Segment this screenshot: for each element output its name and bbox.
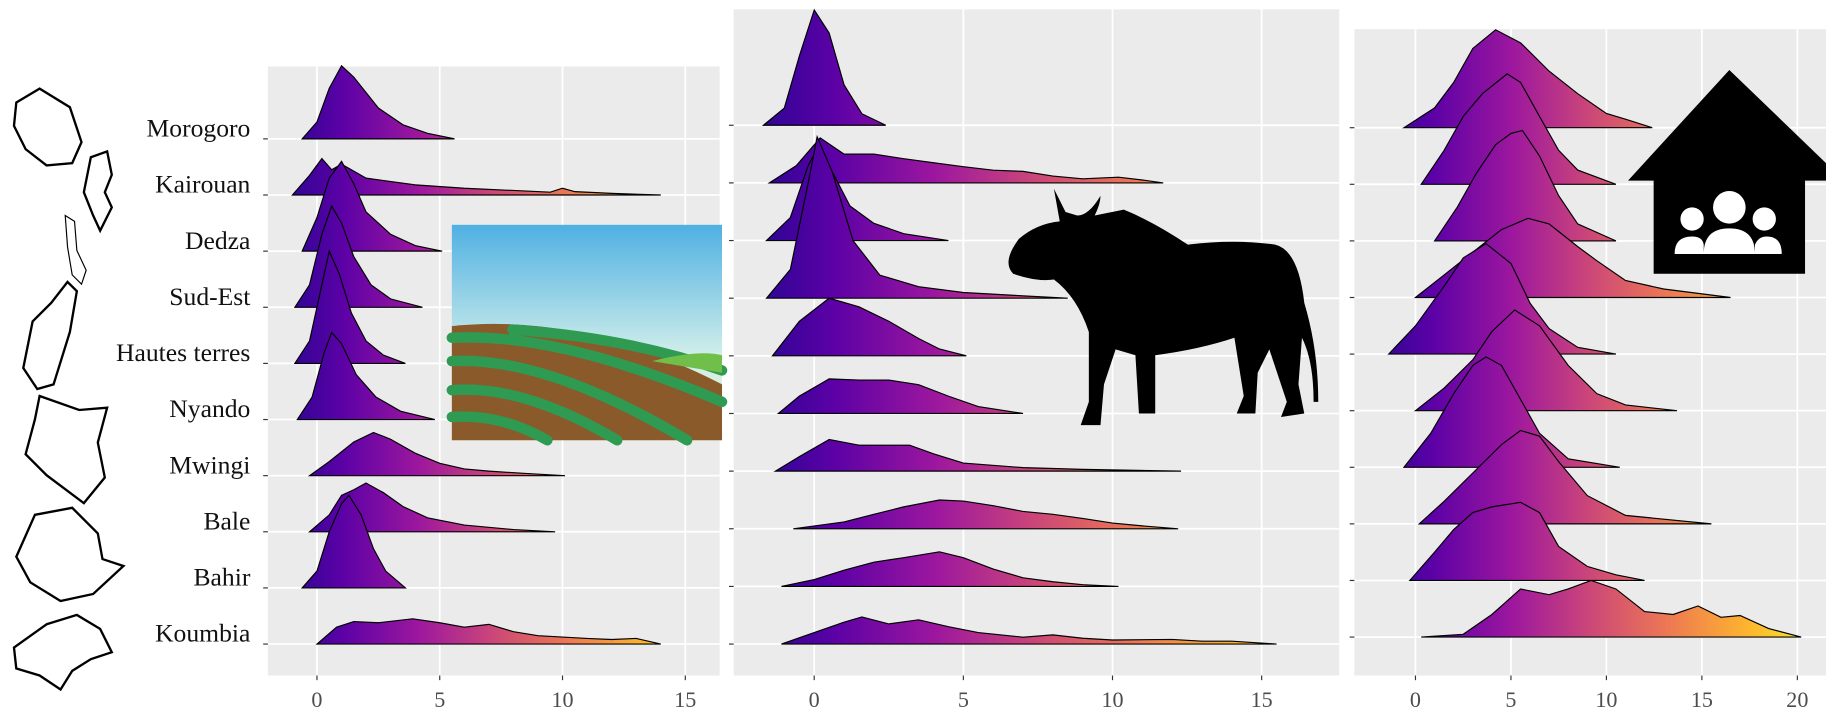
map-madagascar bbox=[23, 282, 77, 389]
x-tick-label: 0 bbox=[1410, 687, 1421, 712]
category-label: Nyando bbox=[169, 394, 250, 423]
category-label: Koumbia bbox=[155, 619, 251, 648]
map-ethiopia bbox=[16, 508, 123, 601]
panels: 0 5 10 15 Morogoro Kairouan Dedza Sud-Est Hautes… bbox=[116, 9, 1826, 712]
category-label: Morogoro bbox=[147, 114, 251, 143]
map-kenya bbox=[26, 396, 108, 503]
x-tick-label: 0 bbox=[311, 687, 322, 712]
category-label: Hautes terres bbox=[116, 338, 250, 367]
category-label: Sud-Est bbox=[169, 282, 250, 311]
category-label: Bahir bbox=[193, 563, 250, 592]
x-tick-label: 5 bbox=[434, 687, 445, 712]
page: {"chart_data": [ {"type": "ridgeline", "… bbox=[0, 0, 1826, 714]
country-maps bbox=[14, 89, 123, 690]
map-tunisia bbox=[84, 151, 112, 230]
category-label: Kairouan bbox=[155, 170, 250, 199]
category-label: Mwingi bbox=[169, 450, 250, 479]
x-tick-label: 15 bbox=[674, 687, 696, 712]
map-malawi bbox=[65, 216, 86, 285]
category-label: Bale bbox=[203, 506, 250, 535]
category-label: Dedza bbox=[185, 226, 251, 255]
x-tick-label: 5 bbox=[1505, 687, 1516, 712]
x-tick-label: 10 bbox=[551, 687, 573, 712]
x-tick-label: 0 bbox=[809, 687, 820, 712]
x-tick-label: 20 bbox=[1786, 687, 1808, 712]
x-tick-label: 5 bbox=[958, 687, 969, 712]
x-tick-label: 10 bbox=[1595, 687, 1617, 712]
field-image bbox=[452, 225, 722, 440]
chart: 0 5 10 15 Morogoro Kairouan Dedza Sud-Est Hautes… bbox=[0, 0, 1826, 714]
x-tick-label: 10 bbox=[1101, 687, 1123, 712]
map-tanzania bbox=[14, 89, 82, 166]
x-tick-label: 15 bbox=[1691, 687, 1713, 712]
map-burkina bbox=[14, 615, 112, 690]
x-tick-label: 15 bbox=[1251, 687, 1273, 712]
